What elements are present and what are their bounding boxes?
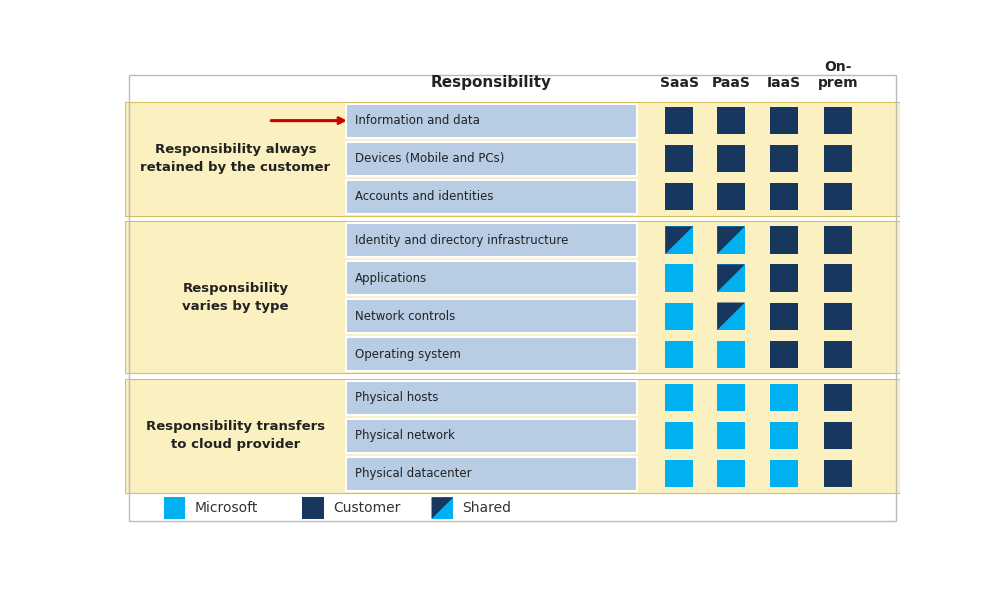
- Bar: [770, 264, 798, 292]
- Bar: [346, 299, 637, 333]
- Bar: [824, 145, 852, 172]
- Text: Microsoft: Microsoft: [195, 501, 258, 515]
- Bar: [824, 340, 852, 368]
- Bar: [432, 497, 453, 519]
- Text: Applications: Applications: [355, 271, 427, 284]
- Bar: [346, 179, 637, 214]
- Text: Physical network: Physical network: [355, 429, 455, 442]
- Text: Responsibility: Responsibility: [431, 75, 552, 90]
- Bar: [125, 379, 900, 493]
- Bar: [302, 497, 324, 519]
- Bar: [125, 221, 900, 373]
- Bar: [717, 107, 745, 135]
- Bar: [665, 183, 693, 211]
- Bar: [665, 460, 693, 487]
- Bar: [824, 384, 852, 411]
- Polygon shape: [717, 227, 745, 254]
- Bar: [665, 145, 693, 172]
- Polygon shape: [717, 264, 745, 292]
- Text: IaaS: IaaS: [767, 76, 801, 90]
- Bar: [824, 264, 852, 292]
- Bar: [125, 101, 900, 216]
- Text: Network controls: Network controls: [355, 310, 455, 323]
- Bar: [770, 107, 798, 135]
- Bar: [717, 145, 745, 172]
- Text: Information and data: Information and data: [355, 114, 480, 127]
- Bar: [770, 183, 798, 211]
- Bar: [665, 264, 693, 292]
- Bar: [164, 497, 185, 519]
- Bar: [665, 107, 693, 135]
- Bar: [717, 384, 745, 411]
- Text: On-
prem: On- prem: [818, 60, 858, 90]
- Bar: [824, 422, 852, 450]
- Bar: [770, 460, 798, 487]
- Polygon shape: [717, 303, 745, 330]
- Bar: [665, 384, 693, 411]
- Text: Identity and directory infrastructure: Identity and directory infrastructure: [355, 234, 569, 247]
- Bar: [665, 303, 693, 330]
- Bar: [717, 340, 745, 368]
- Bar: [346, 261, 637, 295]
- Bar: [717, 264, 745, 292]
- Bar: [665, 227, 693, 254]
- Bar: [717, 303, 745, 330]
- Bar: [346, 381, 637, 415]
- Bar: [346, 142, 637, 176]
- Text: Responsibility
varies by type: Responsibility varies by type: [182, 281, 289, 313]
- Bar: [770, 340, 798, 368]
- Bar: [665, 422, 693, 450]
- Text: Devices (Mobile and PCs): Devices (Mobile and PCs): [355, 152, 505, 165]
- Bar: [665, 340, 693, 368]
- Bar: [717, 422, 745, 450]
- Text: PaaS: PaaS: [712, 76, 750, 90]
- Bar: [346, 337, 637, 371]
- Bar: [824, 183, 852, 211]
- Text: Customer: Customer: [333, 501, 400, 515]
- Bar: [346, 103, 637, 137]
- Bar: [770, 384, 798, 411]
- Text: SaaS: SaaS: [660, 76, 699, 90]
- Bar: [824, 107, 852, 135]
- Bar: [346, 223, 637, 257]
- Bar: [770, 145, 798, 172]
- Bar: [717, 460, 745, 487]
- Bar: [770, 303, 798, 330]
- Text: Physical hosts: Physical hosts: [355, 391, 439, 404]
- Bar: [824, 303, 852, 330]
- Polygon shape: [432, 497, 453, 519]
- Bar: [346, 457, 637, 491]
- Polygon shape: [665, 227, 693, 254]
- Bar: [717, 183, 745, 211]
- Text: Responsibility always
retained by the customer: Responsibility always retained by the cu…: [140, 143, 330, 174]
- Bar: [824, 460, 852, 487]
- Bar: [346, 419, 637, 453]
- Text: Shared: Shared: [463, 501, 512, 515]
- Bar: [717, 227, 745, 254]
- Text: Physical datacenter: Physical datacenter: [355, 467, 472, 480]
- Text: Responsibility transfers
to cloud provider: Responsibility transfers to cloud provid…: [146, 420, 325, 451]
- Text: Operating system: Operating system: [355, 348, 461, 360]
- Text: Accounts and identities: Accounts and identities: [355, 190, 494, 203]
- Bar: [770, 422, 798, 450]
- Bar: [770, 227, 798, 254]
- Bar: [824, 227, 852, 254]
